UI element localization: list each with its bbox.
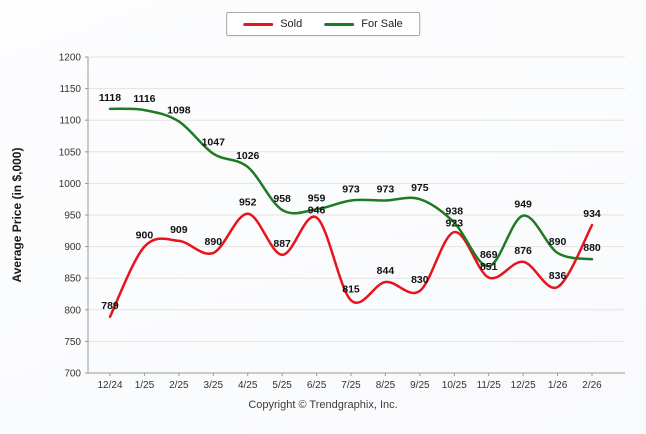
x-tick-label: 2/25 bbox=[169, 380, 189, 391]
data-label-sold: 830 bbox=[411, 274, 429, 286]
legend-label-for-sale: For Sale bbox=[361, 18, 403, 30]
data-label-sold: 876 bbox=[514, 245, 532, 257]
data-label-sold: 844 bbox=[377, 265, 395, 277]
legend-item-sold: Sold bbox=[243, 18, 302, 30]
x-tick-label: 9/25 bbox=[410, 380, 430, 391]
data-label-for-sale: 890 bbox=[549, 236, 567, 248]
y-tick-label: 1100 bbox=[59, 116, 81, 127]
data-label-for-sale: 1047 bbox=[202, 137, 226, 149]
data-label-sold: 952 bbox=[239, 197, 257, 209]
x-tick-label: 6/25 bbox=[307, 380, 327, 391]
data-label-for-sale: 880 bbox=[583, 242, 601, 254]
x-tick-label: 10/25 bbox=[442, 380, 467, 391]
data-label-sold: 815 bbox=[342, 283, 360, 295]
y-tick-label: 950 bbox=[64, 211, 81, 222]
data-label-for-sale: 1026 bbox=[236, 150, 260, 162]
data-label-for-sale: 938 bbox=[446, 206, 464, 218]
sold-series-path bbox=[108, 212, 594, 319]
y-tick-label: 1050 bbox=[59, 147, 82, 158]
x-tick-label: 8/25 bbox=[376, 380, 396, 391]
data-label-for-sale: 973 bbox=[342, 183, 360, 195]
x-tick-label: 1/25 bbox=[135, 380, 155, 391]
data-label-for-sale: 959 bbox=[308, 192, 326, 204]
legend-label-sold: Sold bbox=[280, 18, 303, 30]
data-label-for-sale: 975 bbox=[411, 182, 429, 194]
data-label-for-sale: 1116 bbox=[133, 93, 155, 105]
data-label-sold: 887 bbox=[273, 238, 291, 250]
data-label-sold: 946 bbox=[308, 204, 326, 216]
data-label-for-sale: 869 bbox=[480, 249, 498, 261]
data-label-for-sale: 1098 bbox=[167, 104, 191, 116]
y-tick-label: 900 bbox=[64, 242, 81, 253]
y-tick-label: 700 bbox=[64, 369, 81, 380]
x-tick-label: 1/26 bbox=[548, 380, 568, 391]
y-tick-label: 1200 bbox=[59, 53, 82, 64]
y-tick-label: 1000 bbox=[59, 179, 82, 190]
sold-line-icon bbox=[243, 22, 274, 26]
data-label-sold: 890 bbox=[205, 236, 223, 248]
data-label-for-sale: 958 bbox=[273, 193, 291, 205]
x-tick-label: 7/25 bbox=[341, 380, 361, 391]
data-label-sold: 900 bbox=[136, 230, 154, 242]
for-sale-line-icon bbox=[324, 22, 355, 26]
legend-item-for-sale: For Sale bbox=[324, 18, 403, 30]
y-tick-label: 1150 bbox=[59, 84, 81, 95]
data-label-sold: 851 bbox=[480, 261, 498, 273]
data-label-sold: 909 bbox=[170, 224, 188, 236]
for-sale-series-path bbox=[108, 107, 594, 268]
x-tick-label: 11/25 bbox=[477, 380, 502, 391]
y-axis-title: Average Price (in $,000) bbox=[10, 147, 24, 283]
data-label-for-sale: 1118 bbox=[99, 92, 121, 104]
y-tick-label: 850 bbox=[64, 274, 81, 285]
data-label-for-sale: 973 bbox=[377, 183, 395, 195]
y-tick-label: 750 bbox=[64, 337, 81, 348]
x-tick-label: 2/26 bbox=[582, 380, 602, 391]
y-tick-label: 800 bbox=[64, 305, 81, 316]
data-label-sold: 789 bbox=[101, 300, 119, 312]
x-tick-label: 4/25 bbox=[238, 380, 258, 391]
legend: Sold For Sale bbox=[226, 12, 420, 36]
data-label-sold: 836 bbox=[549, 270, 567, 282]
x-tick-label: 3/25 bbox=[204, 380, 224, 391]
x-tick-label: 12/24 bbox=[97, 380, 122, 391]
copyright-text: Copyright © Trendgraphix, Inc. bbox=[248, 399, 398, 411]
x-tick-label: 5/25 bbox=[272, 380, 292, 391]
data-label-sold: 923 bbox=[446, 218, 464, 230]
x-tick-label: 12/25 bbox=[511, 380, 536, 391]
data-label-sold: 934 bbox=[583, 208, 601, 220]
data-label-for-sale: 949 bbox=[514, 199, 532, 211]
